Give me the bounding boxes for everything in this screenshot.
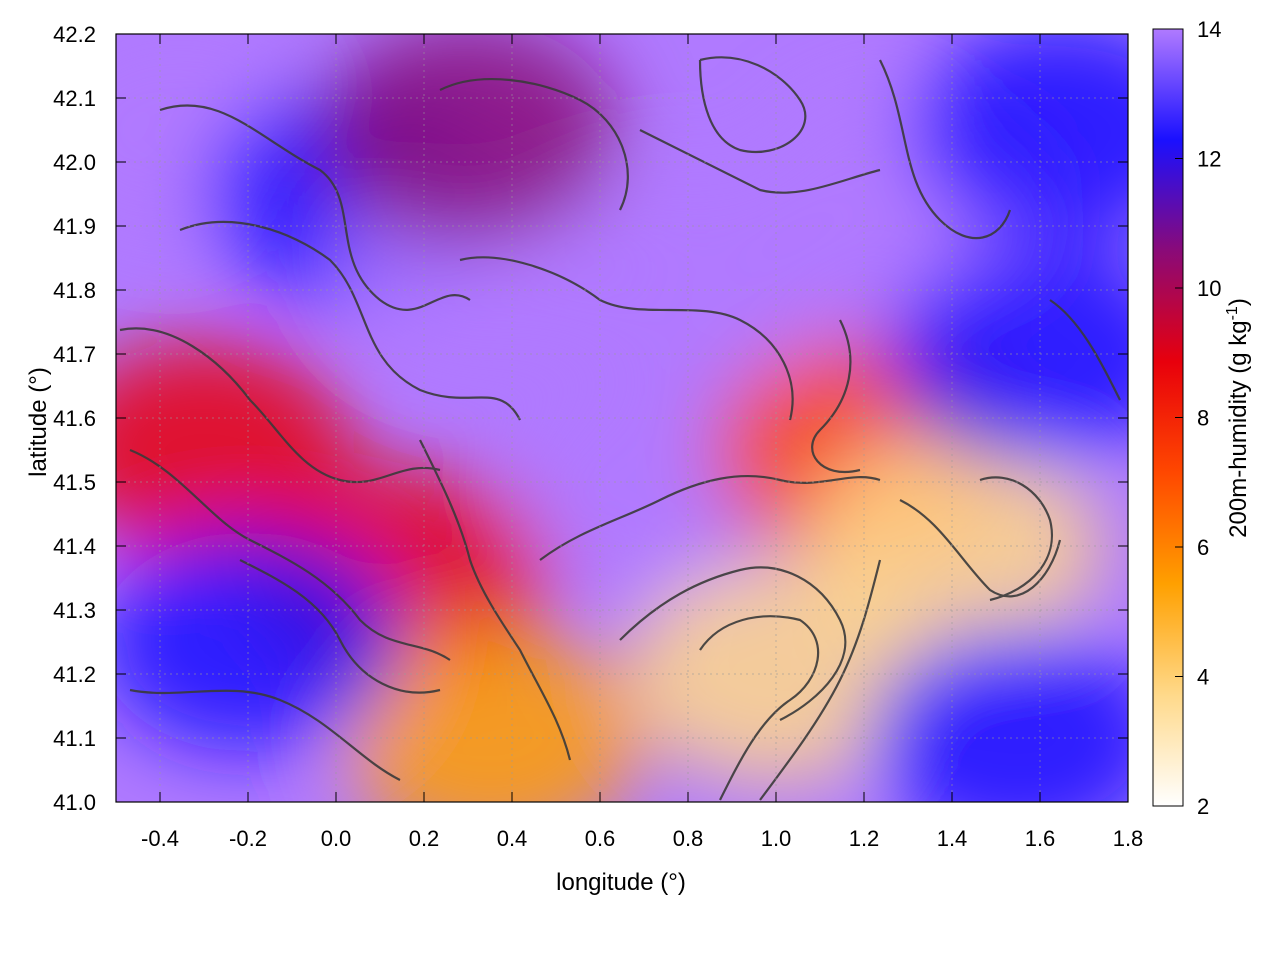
y-axis-ticks: 41.0 41.1 41.2 41.3 41.4 41.5 41.6 41.7 41.8 41.9… xyxy=(53,22,1128,815)
contour-line xyxy=(179,220,521,421)
contour-line xyxy=(979,476,1053,602)
y-tick-label: 41.0 xyxy=(53,790,96,815)
field-region xyxy=(318,34,618,240)
contour-line xyxy=(119,327,441,484)
colorbar-tick-label: 12 xyxy=(1197,147,1221,172)
x-tick-label: -0.4 xyxy=(141,826,179,851)
field-region xyxy=(868,628,1128,802)
contour-line xyxy=(459,256,794,421)
x-tick-label: 0.4 xyxy=(497,826,528,851)
field-region xyxy=(912,34,1128,240)
colorbar-title-sup: -1 xyxy=(1224,306,1241,320)
contour-line xyxy=(639,129,881,194)
x-tick-label: 0.8 xyxy=(673,826,704,851)
x-axis-title: longitude (°) xyxy=(556,869,686,896)
y-tick-label: 41.3 xyxy=(53,598,96,623)
contour-line xyxy=(129,688,401,781)
contour-line xyxy=(419,439,572,761)
x-tick-label: -0.2 xyxy=(229,826,267,851)
y-tick-label: 41.1 xyxy=(53,726,96,751)
x-tick-label: 0.6 xyxy=(585,826,616,851)
plot-area: -0.4 -0.2 0.0 0.2 0.4 0.6 0.8 1.0 1.2 1.4 1.6 1.8 4… xyxy=(53,22,1143,851)
contour-line xyxy=(699,615,820,801)
x-tick-label: 1.8 xyxy=(1113,826,1144,851)
x-axis-ticks: -0.4 -0.2 0.0 0.2 0.4 0.6 0.8 1.0 1.2 1.4 1.6 1.8 xyxy=(141,34,1143,851)
y-axis-title: latitude (°) xyxy=(25,367,52,477)
colorbar-title: 200m-humidity (g kg-1) xyxy=(1224,298,1252,538)
x-tick-label: 1.4 xyxy=(937,826,968,851)
y-tick-label: 41.5 xyxy=(53,470,96,495)
x-tick-label: 1.2 xyxy=(849,826,880,851)
x-tick-label: 1.6 xyxy=(1025,826,1056,851)
y-tick-label: 42.2 xyxy=(53,22,96,47)
contour-line xyxy=(439,77,629,211)
contour-line xyxy=(1049,299,1121,401)
colorbar-tick-label: 14 xyxy=(1197,17,1221,42)
contour-line xyxy=(899,499,1062,598)
contour-line xyxy=(759,559,882,801)
colorbar-tick-label: 8 xyxy=(1197,406,1209,431)
contour-line xyxy=(619,566,847,721)
colorbar-title-main: 200m-humidity (g kg xyxy=(1225,320,1252,537)
y-tick-label: 42.0 xyxy=(53,150,96,175)
contour-line xyxy=(539,474,881,561)
contour-line xyxy=(698,56,807,153)
y-tick-label: 41.9 xyxy=(53,214,96,239)
y-tick-label: 41.8 xyxy=(53,278,96,303)
grid-lines xyxy=(116,34,1128,802)
field-region xyxy=(538,167,838,388)
field-region xyxy=(340,628,640,802)
contour-line xyxy=(811,319,861,473)
contour-line xyxy=(129,448,451,661)
y-tick-label: 41.4 xyxy=(53,534,96,559)
colorbar: 2 4 6 8 10 12 14 xyxy=(1152,17,1221,819)
colorbar-ticks: 2 4 6 8 10 12 14 xyxy=(1175,17,1221,819)
contour-line xyxy=(879,59,1012,240)
x-tick-label: 0.2 xyxy=(409,826,440,851)
x-tick-label: 1.0 xyxy=(761,826,792,851)
y-tick-label: 41.2 xyxy=(53,662,96,687)
colorbar-tick-label: 6 xyxy=(1197,535,1209,560)
contour-line xyxy=(239,559,441,694)
x-tick-label: 0.0 xyxy=(321,826,352,851)
colorbar-tick-label: 2 xyxy=(1197,794,1209,819)
colorbar-tick-label: 10 xyxy=(1197,276,1221,301)
orography-contours xyxy=(119,56,1121,801)
field-region xyxy=(890,244,1128,464)
y-tick-label: 41.6 xyxy=(53,406,96,431)
y-tick-label: 41.7 xyxy=(53,342,96,367)
colorbar-tick-label: 4 xyxy=(1197,665,1209,690)
colorbar-title-end: ) xyxy=(1225,298,1252,306)
y-tick-label: 42.1 xyxy=(53,86,96,111)
